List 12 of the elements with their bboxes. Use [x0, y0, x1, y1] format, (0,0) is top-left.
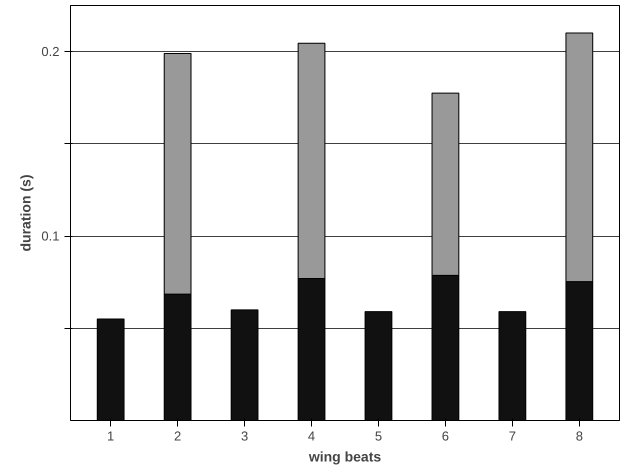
y-tick-label: 0.1	[41, 228, 60, 244]
x-tick-label: 4	[308, 428, 316, 444]
x-tick-label: 2	[174, 428, 182, 444]
x-tick-label: 1	[107, 428, 114, 444]
y-axis-title: duration (s)	[17, 174, 34, 252]
x-tick-label: 5	[374, 428, 382, 444]
x-axis-title: wing beats	[308, 448, 382, 464]
x-tick-label: 3	[240, 428, 248, 444]
x-tick-label: 6	[442, 428, 450, 444]
x-tick-label: 7	[508, 428, 516, 444]
x-tick-label: 8	[576, 428, 583, 444]
y-tick-label: 0.2	[41, 44, 60, 60]
